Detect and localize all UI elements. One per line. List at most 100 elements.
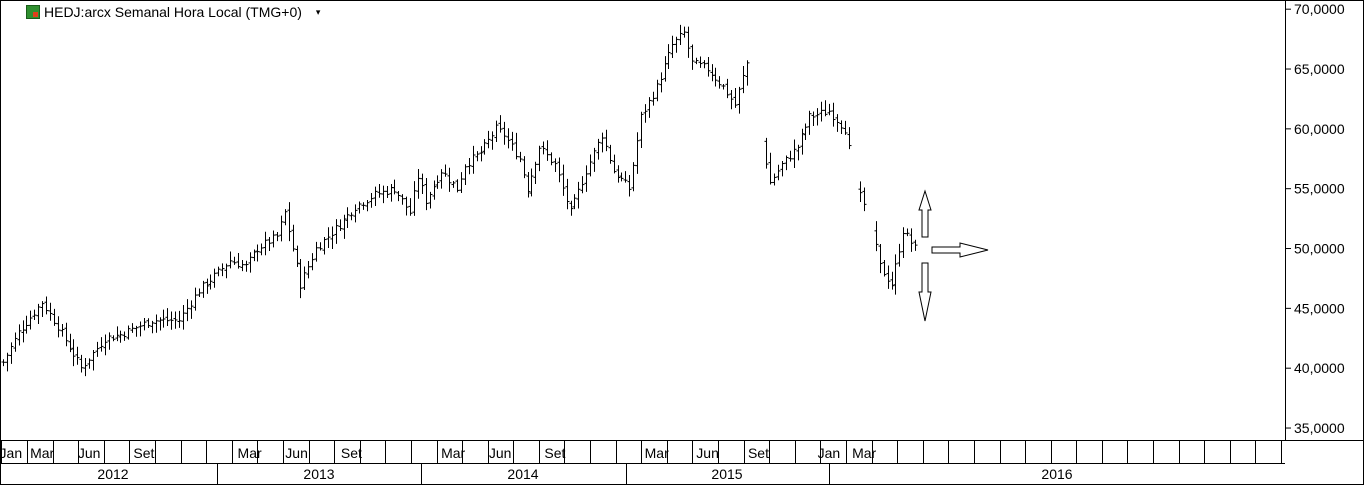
ohlc-bar xyxy=(561,164,566,196)
navigation-arrows[interactable] xyxy=(918,189,989,322)
ohlc-bar xyxy=(862,187,867,212)
ohlc-bar xyxy=(690,44,695,70)
ohlc-bar xyxy=(518,151,523,163)
ohlc-bar xyxy=(811,111,816,126)
ohlc-bar xyxy=(154,314,159,333)
ohlc-bar xyxy=(494,120,499,142)
ohlc-bar xyxy=(541,141,546,155)
ohlc-bar xyxy=(236,253,241,269)
ohlc-bar xyxy=(271,230,276,248)
ohlc-bar xyxy=(619,172,624,182)
chart-title: HEDJ:arcx Semanal Hora Local (TMG+0) xyxy=(44,4,302,20)
ohlc-bar xyxy=(843,120,848,135)
ohlc-bar xyxy=(252,249,257,262)
ohlc-bar xyxy=(897,243,902,267)
ohlc-bar xyxy=(463,164,468,186)
ohlc-bar xyxy=(87,358,92,369)
ohlc-bar xyxy=(228,251,233,269)
price-tick-label: 65,0000 xyxy=(1294,61,1345,77)
ohlc-bar xyxy=(412,181,417,216)
ohlc-bar xyxy=(396,190,401,202)
ohlc-bar xyxy=(502,121,507,145)
ohlc-bar xyxy=(447,167,452,192)
ohlc-bar xyxy=(674,36,679,53)
ohlc-bar xyxy=(24,315,29,334)
ohlc-bar xyxy=(142,318,147,331)
ohlc-bar xyxy=(161,309,166,328)
ohlc-bar xyxy=(455,179,460,193)
ohlc-bar xyxy=(706,56,711,77)
ohlc-bar xyxy=(439,169,444,189)
ohlc-bar xyxy=(75,346,80,365)
ohlc-bar xyxy=(9,342,14,364)
ohlc-bar xyxy=(240,259,245,272)
ohlc-bar xyxy=(776,164,781,181)
month-label: Mar xyxy=(441,445,465,461)
ohlc-bar xyxy=(893,254,898,295)
ohlc-bar xyxy=(365,200,370,212)
ohlc-bar xyxy=(725,78,730,99)
ohlc-bar xyxy=(514,132,519,160)
ohlc-bar xyxy=(710,64,715,82)
month-label: Mar xyxy=(852,445,876,461)
ohlc-bar xyxy=(79,354,84,373)
price-tick-label: 50,0000 xyxy=(1294,241,1345,257)
ohlc-bar xyxy=(435,175,440,189)
ohlc-bar xyxy=(666,44,671,70)
ohlc-bar xyxy=(803,123,808,141)
year-label: 2012 xyxy=(97,466,128,482)
ohlc-bar xyxy=(111,335,116,342)
ohlc-bar xyxy=(279,215,284,242)
ohlc-bar xyxy=(479,146,484,162)
ohlc-bar xyxy=(205,278,210,294)
ohlc-bar xyxy=(471,145,476,174)
ohlc-bar xyxy=(283,209,288,226)
ohlc-bar xyxy=(819,101,824,122)
ohlc-bar xyxy=(647,97,652,118)
ohlc-bar xyxy=(631,162,636,192)
ohlc-bar xyxy=(506,128,511,149)
arrow-up-icon xyxy=(918,189,932,238)
chevron-down-icon[interactable]: ▾ xyxy=(315,6,321,17)
ohlc-bar xyxy=(306,260,311,279)
ohlc-bar xyxy=(600,132,605,153)
month-label: Set xyxy=(341,445,362,461)
month-label: Jun xyxy=(696,445,719,461)
ohlc-bar xyxy=(717,76,722,89)
ohlc-bar xyxy=(874,221,879,252)
ohlc-bar xyxy=(44,296,49,315)
ohlc-bar xyxy=(146,318,151,329)
month-label: Set xyxy=(544,445,565,461)
ohlc-bar xyxy=(408,198,413,216)
ohlc-bar xyxy=(584,165,589,192)
ohlc-bar xyxy=(197,288,202,297)
ohlc-bar xyxy=(815,108,820,126)
ohlc-bar xyxy=(318,242,323,251)
ohlc-bar xyxy=(298,259,303,299)
ohlc-bar xyxy=(310,253,315,271)
ohlc-bar xyxy=(56,316,61,338)
ohlc-bar xyxy=(357,201,362,214)
ohlc-bar xyxy=(103,334,108,356)
ohlc-bar xyxy=(678,24,683,46)
ohlc-bar xyxy=(882,259,887,277)
ohlc-bar xyxy=(193,287,198,311)
ohlc-bar xyxy=(122,331,127,341)
price-bars xyxy=(1,24,918,377)
ohlc-bar xyxy=(878,244,883,274)
price-axis: 70,0000 65,0000 60,0000 55,0000 50,0000 45,00… xyxy=(1285,1,1345,436)
month-label: Mar xyxy=(645,445,669,461)
ohlc-bar xyxy=(702,60,707,69)
ohlc-bar xyxy=(745,60,750,86)
chart-title-bar[interactable]: HEDJ:arcx Semanal Hora Local (TMG+0) ▾ xyxy=(26,3,320,21)
ohlc-bar xyxy=(627,174,632,197)
ohlc-bar xyxy=(416,168,421,199)
ohlc-bar xyxy=(847,127,852,150)
ohlc-bar xyxy=(663,56,668,82)
ohlc-bar xyxy=(498,115,503,133)
month-label: Jun xyxy=(489,445,512,461)
ohlc-bar xyxy=(400,194,405,205)
ohlc-bar xyxy=(377,183,382,198)
ohlc-bar xyxy=(467,157,472,175)
